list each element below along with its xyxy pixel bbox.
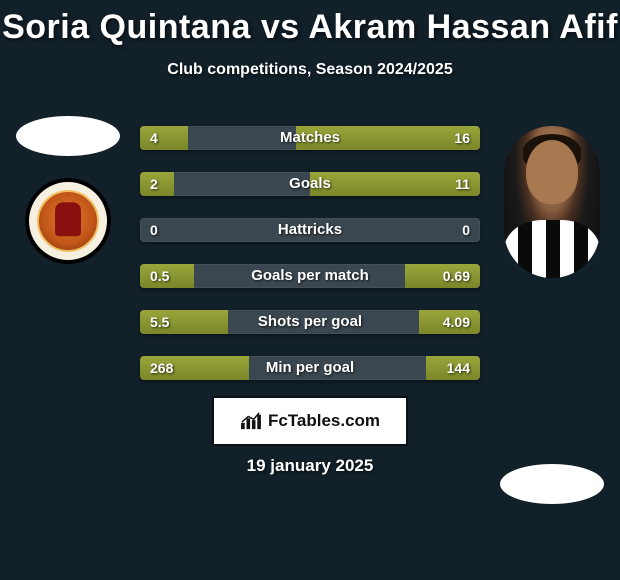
stat-value-left: 0 — [140, 218, 168, 242]
comparison-card: Soria Quintana vs Akram Hassan Afif Club… — [0, 0, 620, 580]
stat-value-right: 0 — [452, 218, 480, 242]
stat-row: 5.54.09Shots per goal — [140, 310, 480, 334]
player-left-column — [8, 116, 128, 264]
stat-bar-left — [140, 356, 249, 380]
stat-row: 416Matches — [140, 126, 480, 150]
stat-bar-right — [419, 310, 480, 334]
brand-badge: FcTables.com — [212, 396, 408, 446]
stat-bar-left — [140, 264, 194, 288]
stat-bar-left — [140, 172, 174, 196]
club-badge-emblem — [55, 202, 81, 236]
stat-bar-right — [426, 356, 480, 380]
stat-label: Hattricks — [140, 218, 480, 242]
stat-bar-left — [140, 310, 228, 334]
subtitle: Club competitions, Season 2024/2025 — [0, 61, 620, 79]
date-label: 19 january 2025 — [0, 456, 620, 476]
stat-row: 211Goals — [140, 172, 480, 196]
stat-bar-left — [140, 126, 188, 150]
stat-bar-right — [405, 264, 480, 288]
page-title: Soria Quintana vs Akram Hassan Afif — [0, 0, 620, 47]
player-right-photo — [504, 126, 600, 278]
chart-icon — [240, 412, 262, 430]
stat-row: 268144Min per goal — [140, 356, 480, 380]
stat-bar-right — [310, 172, 480, 196]
player-right-column — [492, 116, 612, 504]
club-badge-inner — [37, 190, 99, 252]
stat-row: 0.50.69Goals per match — [140, 264, 480, 288]
brand-text: FcTables.com — [268, 411, 380, 431]
player-left-club-badge — [25, 178, 111, 264]
player-jersey — [504, 220, 600, 278]
player-head — [526, 140, 578, 204]
stat-bar-right — [296, 126, 480, 150]
player-left-name-pill — [16, 116, 120, 156]
stats-table: 416Matches 211Goals 0 0Hattricks 0.50.69Goal… — [140, 126, 480, 402]
stat-row: 0 0Hattricks — [140, 218, 480, 242]
